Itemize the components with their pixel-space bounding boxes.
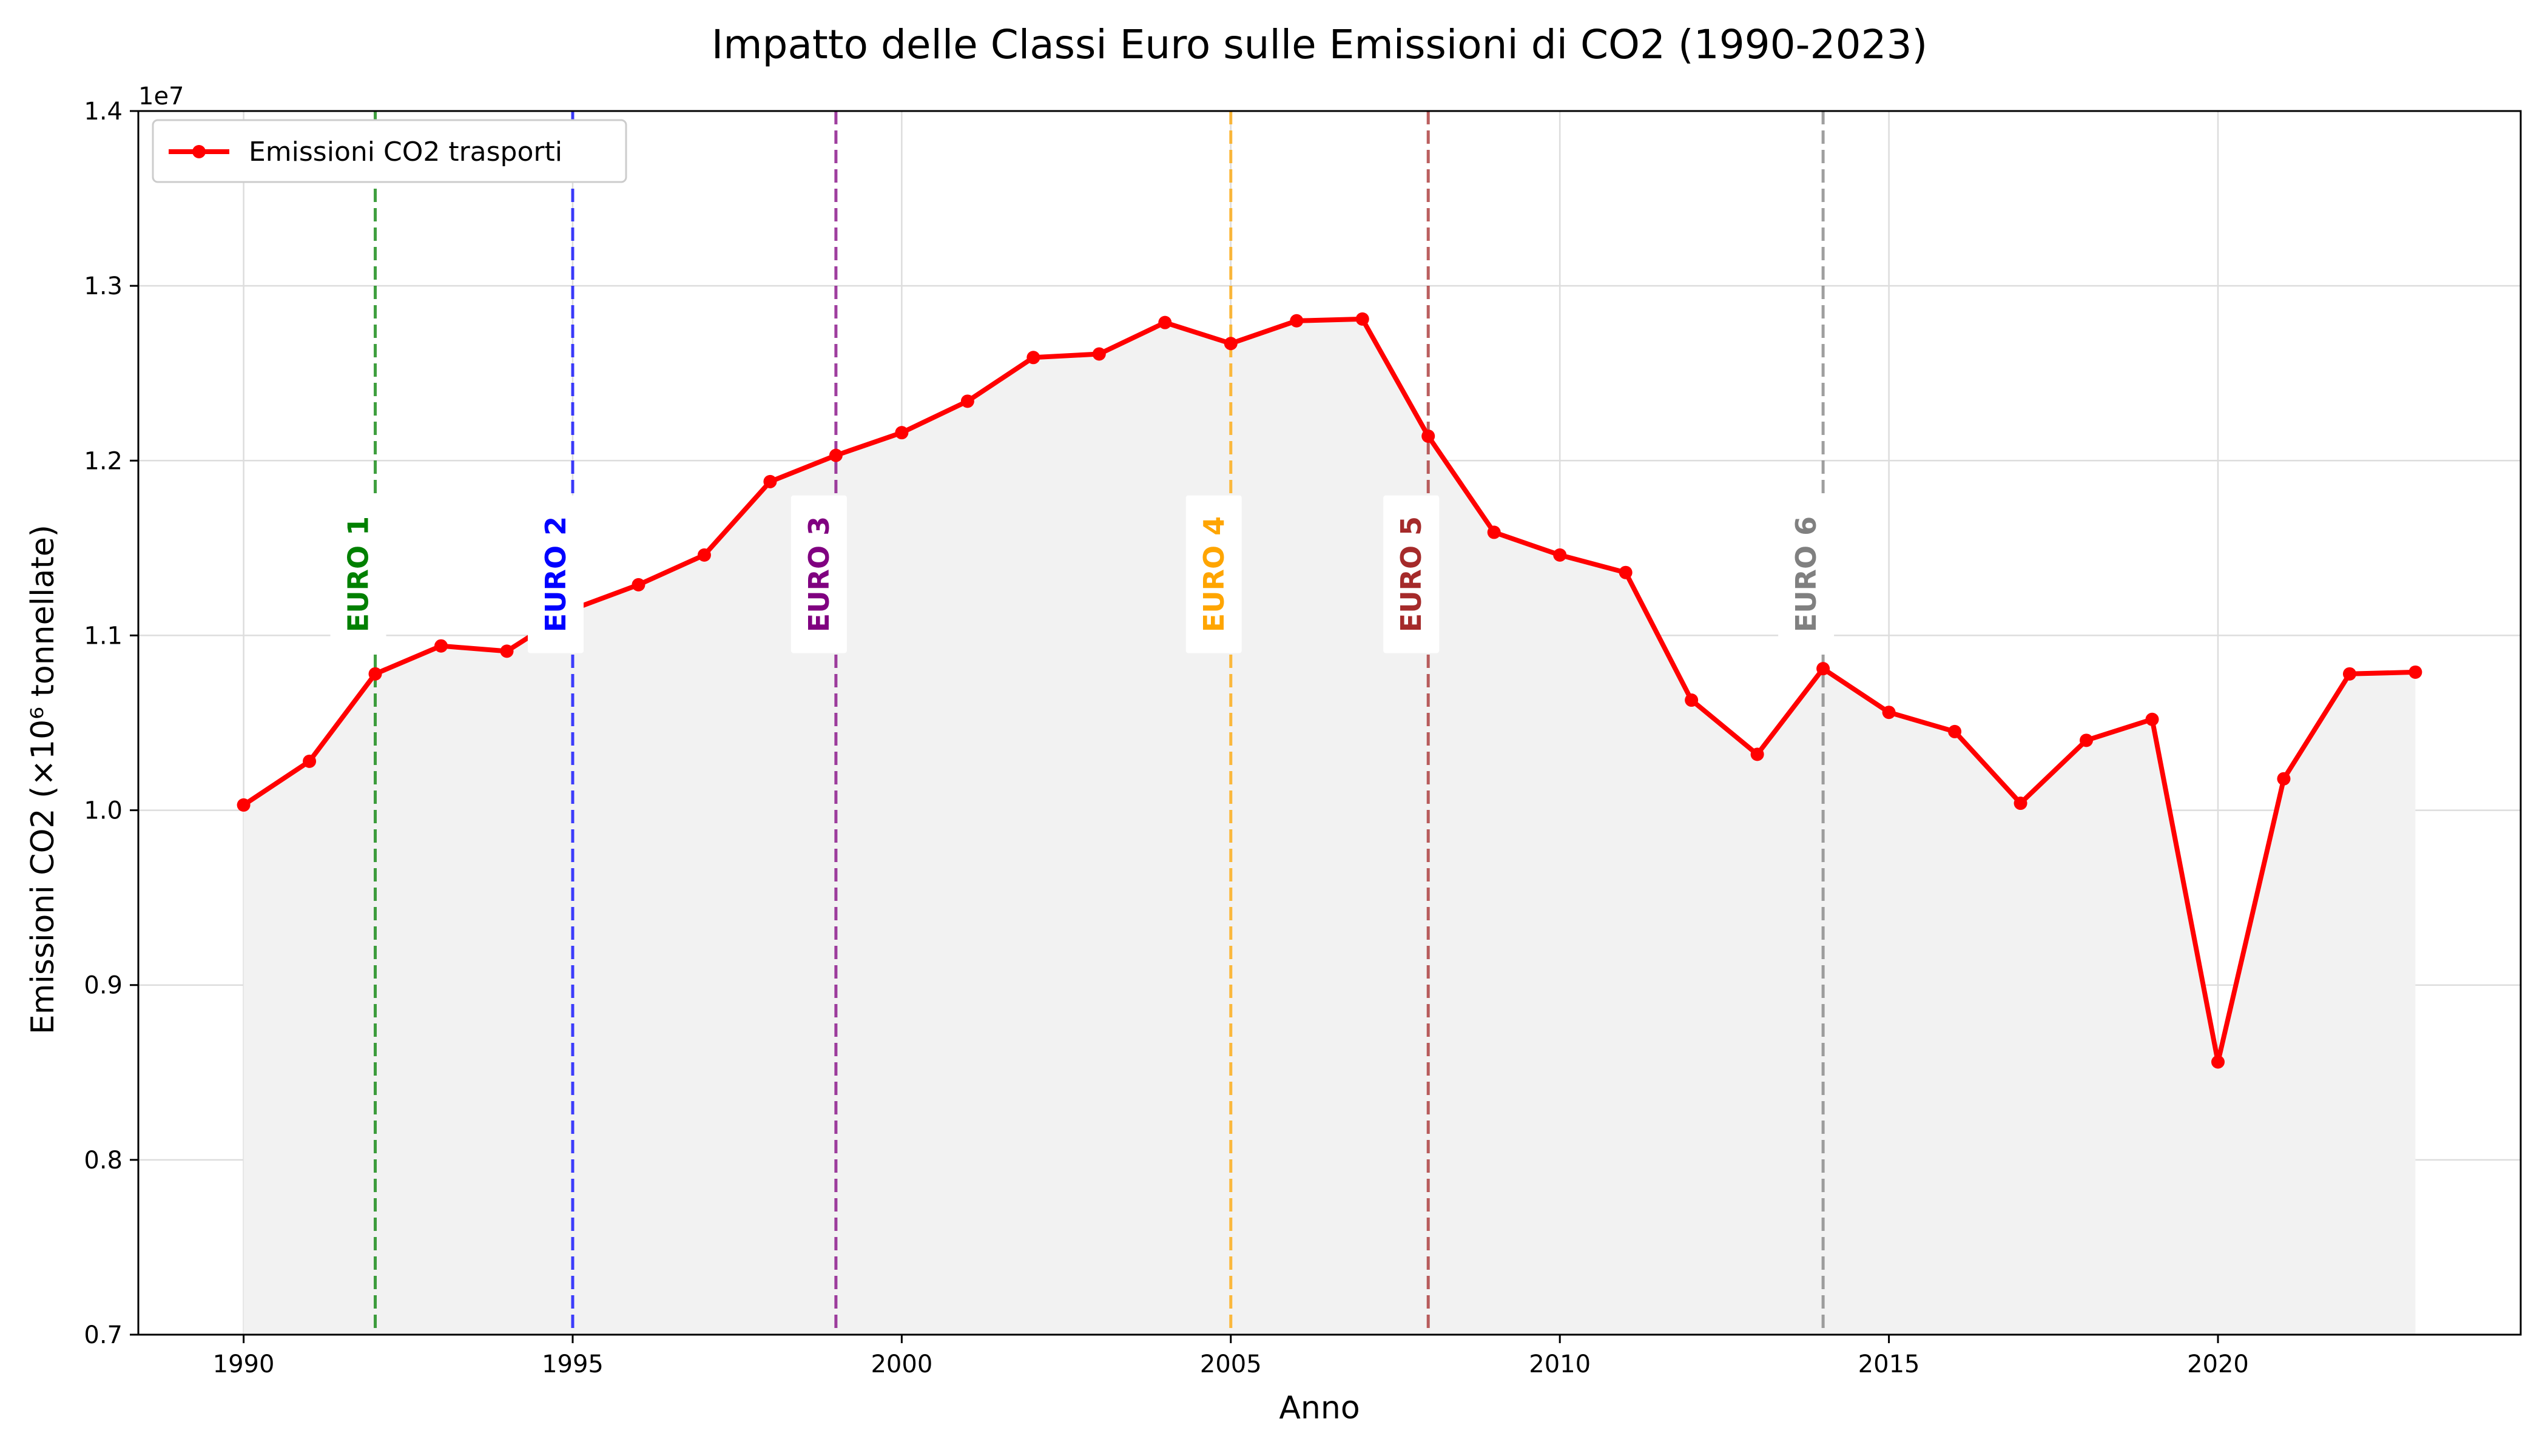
area-fill (243, 318, 2416, 1335)
data-point (303, 754, 317, 768)
y-tick-label: 1.2 (84, 447, 123, 475)
data-point (1158, 315, 1172, 329)
euro-annotation: EURO 2 (527, 495, 584, 653)
y-tick-label: 0.7 (84, 1321, 123, 1349)
x-axis-label: Anno (1279, 1390, 1360, 1426)
euro-label-box (1383, 495, 1440, 653)
y-tick-label: 1.1 (84, 622, 123, 650)
data-point (237, 798, 251, 812)
data-point (1948, 724, 1962, 738)
data-point (1685, 693, 1699, 707)
data-point (632, 578, 645, 592)
euro-annotation: EURO 1 (330, 495, 386, 653)
euro-label-box (790, 495, 847, 653)
data-point (1290, 314, 1304, 328)
legend: Emissioni CO2 trasporti (152, 119, 627, 183)
data-point (2080, 733, 2094, 747)
y-axis-label: Emissioni CO2 (×10⁶ tonnellate) (25, 525, 61, 1034)
y-tick-label: 0.9 (84, 972, 123, 1000)
data-point (2277, 772, 2291, 786)
data-point (2145, 712, 2159, 726)
euro-label: EURO 3 (803, 516, 835, 632)
legend-label: Emissioni CO2 trasporti (249, 136, 562, 167)
legend-box (152, 119, 627, 183)
euro-label-box (1185, 495, 1242, 653)
y-offset-label: 1e7 (138, 83, 184, 110)
euro-label-box (330, 495, 386, 653)
data-point (500, 644, 514, 658)
data-point (1750, 747, 1764, 761)
data-point (1421, 429, 1435, 443)
y-tick-label: 1.3 (84, 272, 123, 300)
euro-label: EURO 2 (539, 516, 572, 632)
y-tick-label: 1.4 (84, 98, 123, 126)
data-point (434, 639, 448, 653)
data-point (1026, 351, 1040, 365)
data-point (895, 426, 909, 440)
data-point (829, 448, 843, 462)
data-point (697, 548, 711, 562)
euro-label-box (527, 495, 584, 653)
data-point (1882, 706, 1896, 720)
euro-label-box (1778, 495, 1835, 653)
x-tick-label: 2005 (1200, 1350, 1262, 1378)
data-point (2014, 797, 2027, 811)
euro-annotation: EURO 3 (790, 495, 847, 653)
data-point (1816, 662, 1830, 676)
euro-label: EURO 4 (1198, 516, 1230, 632)
data-point (1224, 337, 1238, 351)
data-point (1553, 548, 1567, 562)
data-point (960, 394, 974, 408)
data-point (763, 474, 777, 488)
data-point (1092, 347, 1106, 361)
x-tick-label: 2000 (871, 1350, 932, 1378)
euro-label: EURO 5 (1395, 516, 1427, 632)
data-point (2211, 1055, 2225, 1069)
x-tick-label: 2010 (1529, 1350, 1591, 1378)
data-point (2408, 665, 2422, 679)
x-tick-label: 1995 (542, 1350, 604, 1378)
legend-marker (192, 145, 206, 158)
chart-title: Impatto delle Classi Euro sulle Emission… (712, 21, 1927, 68)
data-point (1355, 312, 1369, 326)
axes-frame (137, 110, 2522, 1336)
x-tick-label: 1990 (213, 1350, 275, 1378)
euro-annotation: EURO 5 (1383, 495, 1440, 653)
data-point (1619, 565, 1633, 579)
euro-annotation: EURO 6 (1778, 495, 1835, 653)
y-tick-label: 0.8 (84, 1147, 123, 1175)
x-tick-label: 2020 (2187, 1350, 2249, 1378)
data-point (1487, 525, 1501, 539)
data-point (2342, 667, 2356, 681)
data-point (368, 667, 382, 681)
euro-annotation: EURO 4 (1185, 495, 1242, 653)
y-tick-label: 1.0 (84, 797, 123, 825)
euro-label: EURO 1 (342, 516, 375, 632)
x-tick-label: 2015 (1858, 1350, 1920, 1378)
euro-label: EURO 6 (1790, 516, 1822, 632)
series-line (242, 316, 2416, 1065)
plot-area: EURO 1 EURO 2 EURO 3 EURO 4 EURO 5 EURO 6 0.7 0… (84, 98, 2522, 1378)
